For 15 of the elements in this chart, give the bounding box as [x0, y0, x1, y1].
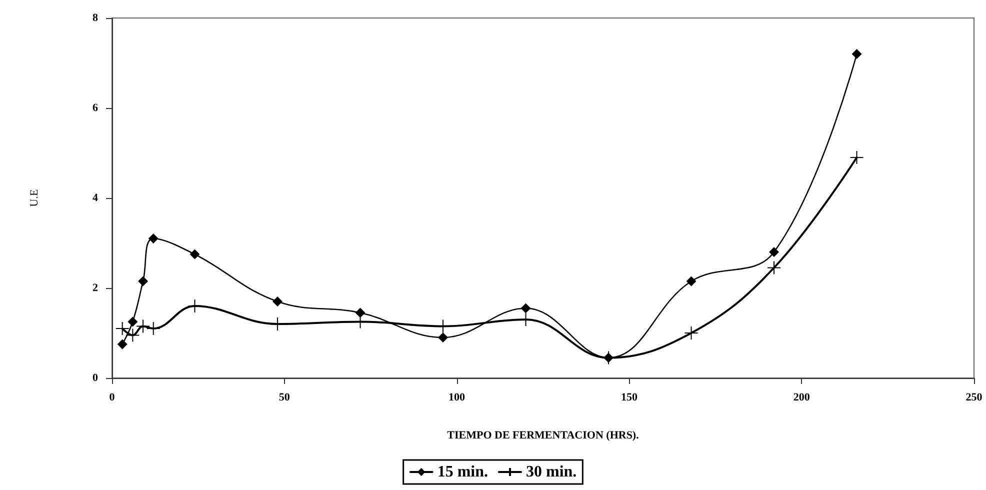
y-axis-title: U.E	[28, 189, 40, 207]
x-axis-title: TIEMPO DE FERMENTACION (HRS).	[447, 430, 640, 442]
x-tick-label: 200	[793, 392, 810, 404]
x-tick-label: 150	[620, 392, 638, 404]
y-tick-label: 4	[92, 192, 98, 204]
y-tick-label: 6	[92, 102, 98, 114]
x-tick-label: 250	[966, 392, 983, 404]
legend-label: 15 min.	[437, 464, 488, 480]
x-tick-label: 100	[448, 392, 466, 404]
y-tick-label: 0	[92, 372, 98, 384]
x-tick-label: 50	[278, 392, 290, 404]
y-tick-label: 8	[92, 12, 98, 24]
x-tick-label: 0	[109, 392, 116, 404]
legend-label: 30 min.	[526, 464, 577, 480]
y-tick-label: 2	[92, 282, 98, 294]
